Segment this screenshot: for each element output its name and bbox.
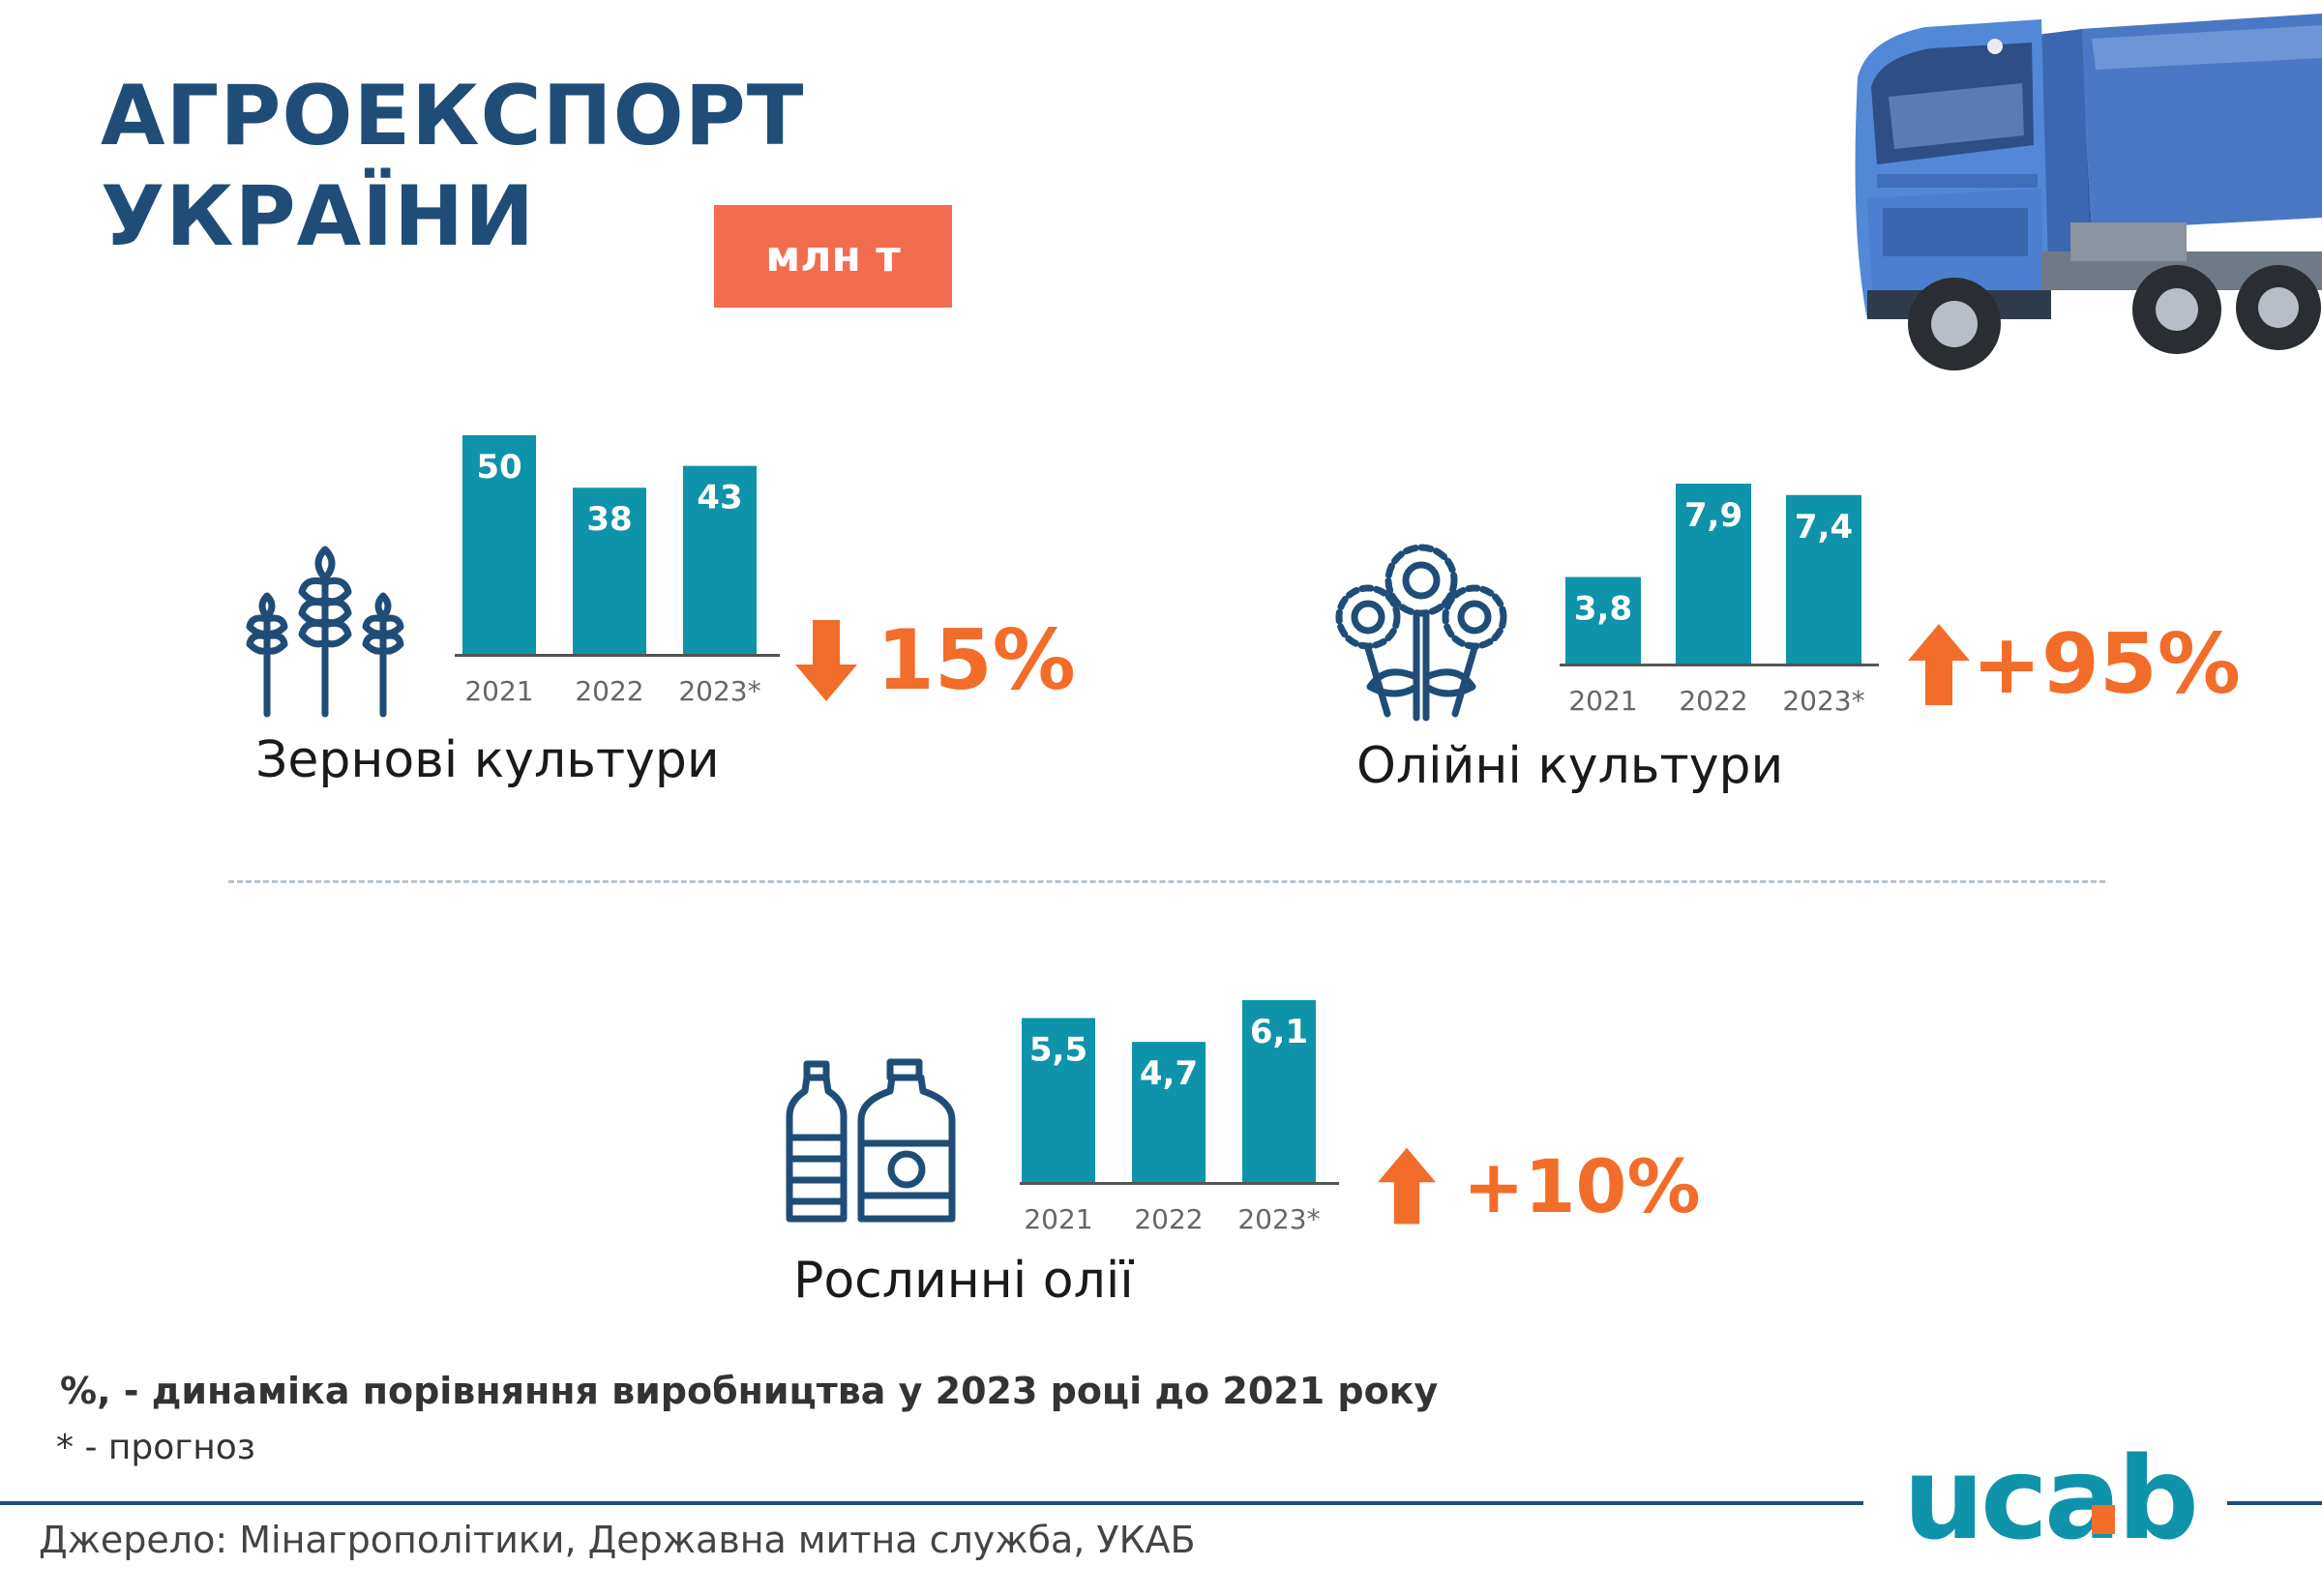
bar-value-label: 43 [697,479,742,517]
chart-oilseed: 3,8 2021 7,9 2022 7,4 2023* [1560,426,1889,725]
bar-2022 [573,488,646,654]
page-title: АГРОЕКСПОРТ УКРАЇНИ [101,66,804,267]
unit-badge: млн т [714,205,952,308]
bar-value-label: 7,9 [1684,496,1742,535]
arrow-down-icon [795,620,857,701]
bar-2023-forecast [1786,494,1861,664]
section-divider [228,880,2105,883]
x-tick-label: 2022 [1134,1203,1203,1235]
dynamics-note: %, - динаміка порівняння виробництва у 2… [60,1370,1439,1412]
category-label-oilseed: Олійні культури [1356,737,1784,795]
chart-grain-svg: 50 2021 38 2022 43 2023* [455,435,780,707]
forecast-note: * - прогноз [56,1428,255,1467]
x-tick-label: 2022 [575,675,643,707]
bar-2022 [1132,1042,1206,1182]
change-oil: +10% [1378,1138,1701,1234]
bar-value-label: 38 [586,500,632,539]
chart-oilseed-svg: 3,8 2021 7,9 2022 7,4 2023* [1560,484,1879,717]
arrow-up-icon [1908,624,1970,705]
bar-value-label: 6,1 [1250,1013,1308,1051]
category-label-grain: Зернові культури [255,731,720,789]
title-line-2: УКРАЇНИ [101,168,536,265]
x-tick-label: 2021 [1024,1203,1092,1235]
x-tick-label: 2023* [1782,685,1864,717]
bar-2021 [1565,576,1641,664]
chart-grain: 50 2021 38 2022 43 2023* [455,416,784,725]
chart-oil: 5,5 2021 4,7 2022 6,1 2023* [1020,954,1349,1254]
change-value: 15% [877,612,1076,709]
chart-oil-svg: 5,5 2021 4,7 2022 6,1 2023* [1020,1000,1339,1235]
truck-icon [1855,14,2322,370]
oil-bottles-icon [786,1058,956,1223]
title-line-1: АГРОЕКСПОРТ [101,68,805,164]
bar-2021 [462,435,536,654]
x-tick-label: 2023* [1237,1203,1320,1235]
change-value: +10% [1463,1142,1701,1229]
bar-2023-forecast [1242,1000,1316,1182]
bar-value-label: 7,4 [1795,508,1853,547]
footer-line-left [0,1501,1863,1505]
svg-text:ucab: ucab [1903,1449,2195,1555]
change-grain: 15% [795,607,1076,714]
wheat-icon [246,546,404,718]
category-label-oil: Рослинні олії [793,1252,1134,1310]
bar-value-label: 4,7 [1140,1054,1198,1093]
change-oilseed: +95% [1908,611,2241,718]
sunflower-icon [1335,544,1507,722]
footer-line-right [2227,1501,2322,1505]
x-tick-label: 2022 [1679,685,1747,717]
bar-value-label: 5,5 [1029,1030,1087,1069]
bar-value-label: 3,8 [1574,590,1632,629]
bar-2021 [1022,1018,1095,1182]
x-tick-label: 2021 [464,675,533,707]
ucab-logo: ucab [1903,1449,2199,1555]
bar-value-label: 50 [476,448,521,487]
arrow-up-icon [1378,1147,1436,1225]
bar-2022 [1676,484,1751,664]
bar-2023-forecast [683,465,757,654]
change-value: +95% [1972,616,2241,713]
source-text: Джерело: Мінагрополітики, Державна митна… [39,1519,1196,1561]
x-tick-label: 2023* [678,675,760,707]
x-tick-label: 2021 [1568,685,1637,717]
